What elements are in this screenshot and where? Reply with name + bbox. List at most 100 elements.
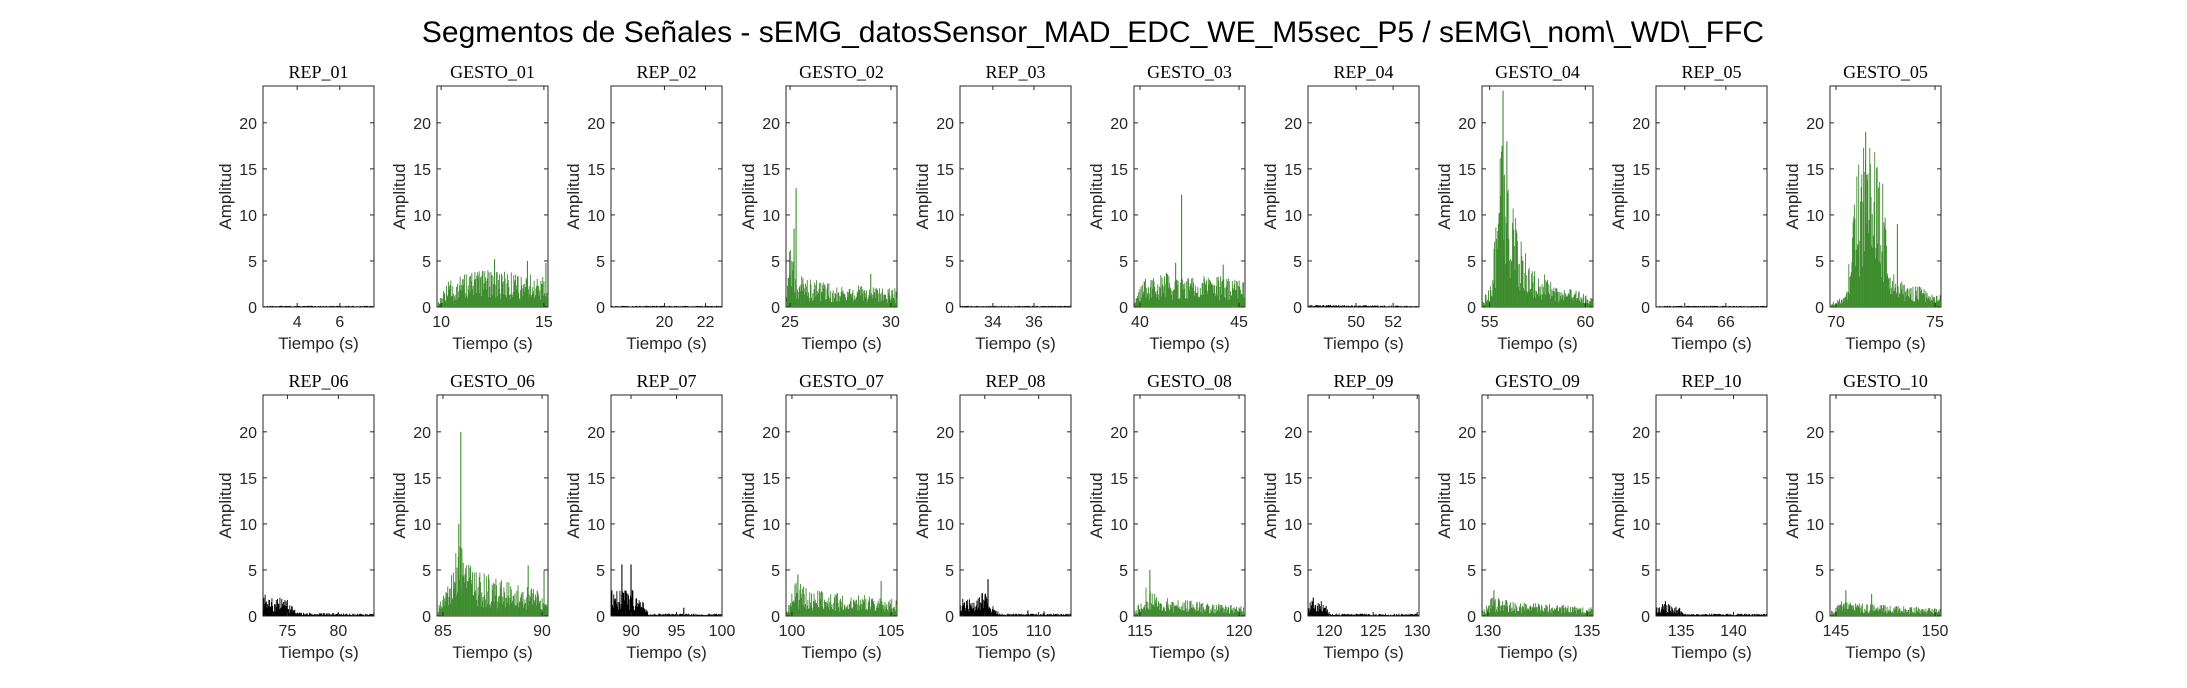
- y-tick-label: 15: [936, 471, 954, 488]
- y-tick-label: 0: [248, 609, 257, 626]
- y-tick-label: 0: [945, 300, 954, 317]
- y-tick-label: 5: [1119, 254, 1128, 271]
- y-tick-label: 0: [1293, 300, 1302, 317]
- y-axis-label: Amplitud: [390, 472, 409, 538]
- signal-bars: [959, 579, 1072, 616]
- subplot-gesto-08: 0 5 10 15 20 115 120 GESTO_08 Tiempo (s) Amplitud: [1087, 371, 1252, 662]
- y-tick-label: 15: [239, 471, 257, 488]
- x-tick-label: 130: [1475, 623, 1502, 640]
- y-axis-label: Amplitud: [1609, 472, 1628, 538]
- y-tick-label: 10: [1284, 208, 1302, 225]
- subplot-gesto-05: 0 5 10 15 20 70 75 GESTO_05 Tiempo (s) Amplitud: [1783, 62, 1944, 353]
- axes-frame: [262, 85, 375, 308]
- signal-bars: [785, 574, 898, 616]
- x-tick-label: 90: [622, 623, 640, 640]
- y-tick-label: 0: [422, 300, 431, 317]
- x-tick-label: 36: [1025, 314, 1043, 331]
- x-axis-label: Tiempo (s): [1671, 334, 1752, 353]
- x-tick-label: 4: [293, 314, 302, 331]
- y-tick-label: 15: [1110, 162, 1128, 179]
- subplot-rep-08: 0 5 10 15 20 105 110 REP_08 Tiempo (s) Amplitud: [913, 371, 1072, 662]
- y-tick-label: 10: [1458, 208, 1476, 225]
- y-tick-label: 15: [1458, 162, 1476, 179]
- x-axis-label: Tiempo (s): [278, 334, 359, 353]
- signal-bars: [1481, 90, 1594, 307]
- subplot-title: REP_09: [1333, 371, 1393, 391]
- subplot-rep-07: 0 5 10 15 20 90 95 100 REP_07 Tiempo (s) Amplitud: [564, 371, 735, 662]
- y-tick-label: 10: [413, 517, 431, 534]
- x-tick-label: 64: [1676, 314, 1694, 331]
- y-axis-label: Amplitud: [1609, 163, 1628, 229]
- y-tick-label: 10: [413, 208, 431, 225]
- signal-bars: [1829, 132, 1942, 307]
- y-axis-label: Amplitud: [913, 472, 932, 538]
- y-tick-label: 10: [1284, 517, 1302, 534]
- axes-frame: [785, 85, 898, 308]
- x-tick-label: 100: [779, 623, 806, 640]
- subplot-rep-02: 0 5 10 15 20 20 22 REP_02 Tiempo (s) Amplitud: [564, 62, 723, 353]
- axes-frame: [1133, 394, 1246, 617]
- y-tick-label: 15: [1110, 471, 1128, 488]
- y-tick-label: 20: [1284, 116, 1302, 133]
- subplot-title: REP_04: [1333, 62, 1393, 82]
- x-tick-label: 6: [335, 314, 344, 331]
- subplot-title: GESTO_04: [1495, 62, 1580, 82]
- subplot-title: REP_10: [1681, 371, 1741, 391]
- axes-frame: [610, 394, 723, 617]
- axes-frame: [785, 394, 898, 617]
- x-tick-label: 75: [279, 623, 297, 640]
- x-tick-label: 125: [1360, 623, 1387, 640]
- y-tick-label: 10: [1110, 517, 1128, 534]
- subplot-title: GESTO_06: [450, 371, 535, 391]
- subplot-title: GESTO_07: [799, 371, 884, 391]
- x-tick-label: 100: [709, 623, 736, 640]
- y-tick-label: 20: [1458, 425, 1476, 442]
- y-tick-label: 20: [587, 425, 605, 442]
- y-tick-label: 5: [1641, 254, 1650, 271]
- y-axis-label: Amplitud: [216, 472, 235, 538]
- x-tick-label: 30: [882, 314, 900, 331]
- axes-frame: [436, 85, 549, 308]
- y-tick-label: 15: [1632, 162, 1650, 179]
- subplot-title: REP_06: [288, 371, 348, 391]
- y-tick-label: 15: [587, 162, 605, 179]
- y-tick-label: 10: [239, 517, 257, 534]
- subplot-gesto-09: 0 5 10 15 20 130 135 GESTO_09 Tiempo (s) Amplitud: [1435, 371, 1600, 662]
- y-tick-label: 15: [1458, 471, 1476, 488]
- y-tick-label: 0: [1641, 609, 1650, 626]
- x-tick-label: 40: [1131, 314, 1149, 331]
- subplot-gesto-10: 0 5 10 15 20 145 150 GESTO_10 Tiempo (s) Amplitud: [1783, 371, 1948, 662]
- y-tick-label: 5: [596, 254, 605, 271]
- y-axis-label: Amplitud: [1435, 472, 1454, 538]
- y-tick-label: 10: [587, 517, 605, 534]
- signal-bars: [610, 564, 723, 616]
- y-tick-label: 10: [1110, 208, 1128, 225]
- y-tick-label: 15: [762, 471, 780, 488]
- y-tick-label: 20: [1284, 425, 1302, 442]
- y-tick-label: 0: [1815, 300, 1824, 317]
- y-tick-label: 15: [1632, 471, 1650, 488]
- x-tick-label: 66: [1717, 314, 1735, 331]
- signal-bars: [262, 305, 375, 307]
- x-axis-label: Tiempo (s): [1149, 334, 1230, 353]
- x-tick-label: 60: [1576, 314, 1594, 331]
- x-axis-label: Tiempo (s): [1845, 334, 1926, 353]
- y-tick-label: 10: [762, 517, 780, 534]
- y-axis-label: Amplitud: [564, 472, 583, 538]
- axes-frame: [1307, 85, 1420, 308]
- x-tick-label: 135: [1574, 623, 1601, 640]
- y-tick-label: 20: [239, 116, 257, 133]
- x-tick-label: 115: [1127, 623, 1153, 640]
- subplot-title: REP_05: [1681, 62, 1741, 82]
- subplot-title: REP_03: [985, 62, 1045, 82]
- x-tick-label: 105: [878, 623, 905, 640]
- signal-bars: [1481, 590, 1594, 616]
- signal-bars: [436, 431, 549, 616]
- x-tick-label: 85: [434, 623, 452, 640]
- subplot-rep-09: 0 5 10 15 20 120 125 130 REP_09 Tiempo (s) Amplitu…: [1261, 371, 1431, 662]
- x-axis-label: Tiempo (s): [1845, 643, 1926, 662]
- x-tick-label: 22: [697, 314, 715, 331]
- y-tick-label: 10: [936, 517, 954, 534]
- axes-frame: [1829, 394, 1942, 617]
